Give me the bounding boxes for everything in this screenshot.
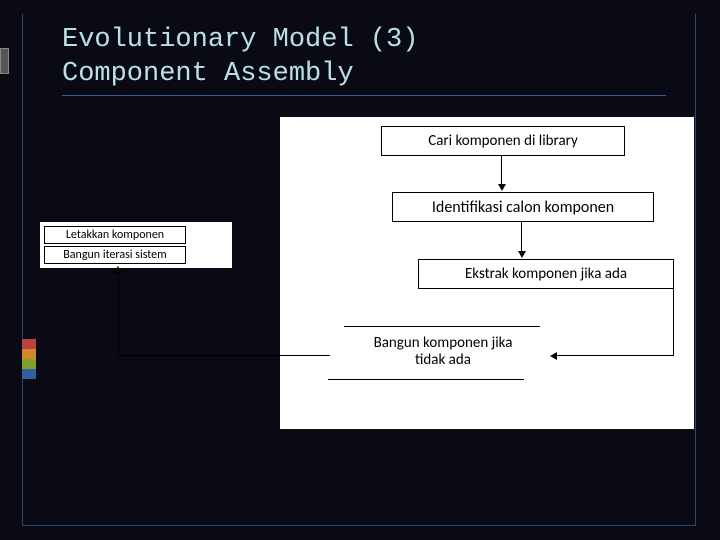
edge-1-arrow [498, 184, 506, 191]
edge-4-h [118, 355, 330, 356]
accent-color-bar [22, 339, 36, 379]
slide-title: Evolutionary Model (3) Component Assembl… [62, 24, 418, 92]
box-bangun: Bangun komponen jika tidak ada [348, 335, 538, 370]
box-letakkan: Letakkan komponen [44, 226, 186, 244]
rule-bottom [328, 379, 524, 380]
edge-4-arrow [114, 266, 122, 273]
title-line-2: Component Assembly [62, 59, 354, 89]
title-underline [62, 95, 666, 96]
box-iterasi: Bangun iterasi sistem [44, 246, 186, 264]
title-line-1: Evolutionary Model (3) [62, 25, 418, 55]
box-ekstrak-label: Ekstrak komponen jika ada [465, 265, 627, 283]
edge-3-v [673, 289, 674, 356]
edge-3-h [556, 355, 674, 356]
box-bangun-l1: Bangun komponen jika [374, 334, 513, 352]
edge-2-arrow [518, 251, 526, 258]
box-iterasi-label: Bangun iterasi sistem [63, 248, 166, 262]
edge-1 [501, 156, 502, 185]
box-cari-label: Cari komponen di library [428, 132, 578, 150]
edge-4-v [118, 272, 119, 356]
box-identifikasi-label: Identifikasi calon komponen [432, 198, 614, 217]
slide: Evolutionary Model (3) Component Assembl… [0, 0, 720, 540]
box-bangun-l2: tidak ada [415, 351, 471, 369]
box-letakkan-label: Letakkan komponen [66, 228, 164, 242]
rule-top [344, 326, 540, 327]
edge-3-arrow [550, 352, 557, 360]
box-ekstrak: Ekstrak komponen jika ada [418, 259, 674, 289]
box-identifikasi: Identifikasi calon komponen [392, 192, 654, 222]
sidebar-tab [0, 48, 9, 74]
box-cari: Cari komponen di library [381, 126, 625, 156]
edge-2 [521, 222, 522, 252]
